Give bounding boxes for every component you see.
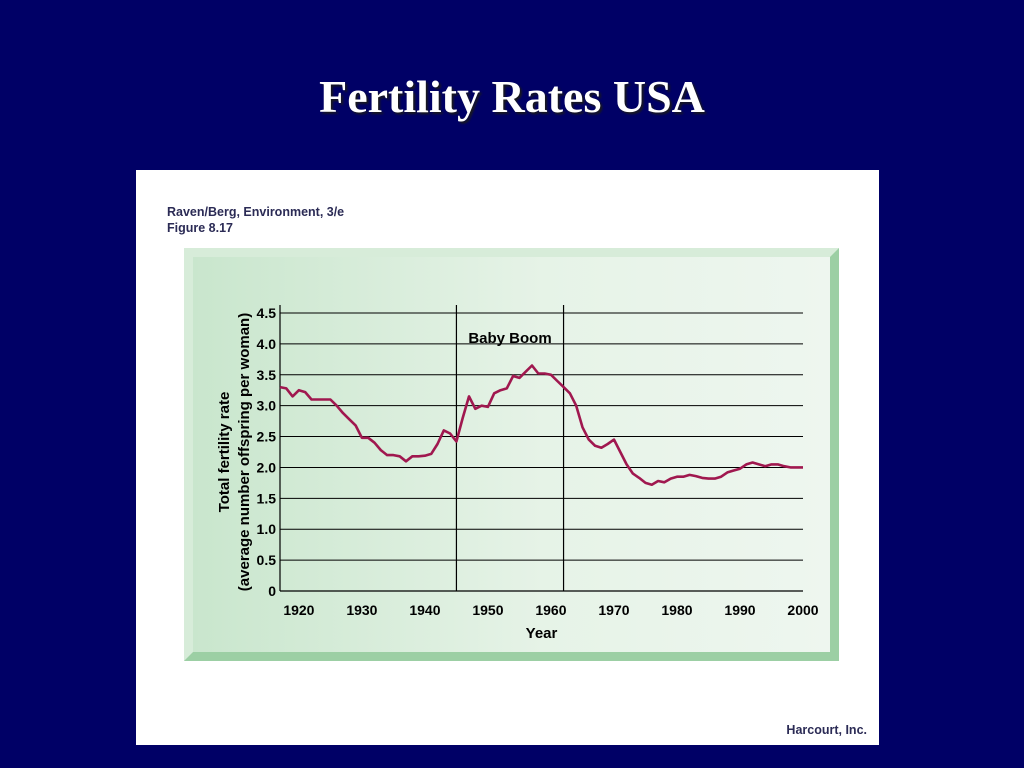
y-tick-label: 1.0	[257, 521, 277, 537]
y-tick-label: 1.5	[257, 490, 277, 506]
y-tick-label: 2.5	[257, 429, 277, 445]
baby-boom-label: Baby Boom	[468, 330, 551, 347]
x-tick-label: 1980	[661, 602, 692, 618]
fertility-rate-chart: 0 0.5 1.0 1.5 2.0 2.5 3.0 3.5 4.0 4.5 1920 1930 1940…	[216, 305, 819, 642]
y-axis-subtitle: (average number offspring per woman)	[236, 313, 253, 591]
baby-boom-markers	[455, 305, 565, 591]
x-tick-label: 2000	[787, 602, 818, 618]
y-tick-label: 4.0	[257, 336, 277, 352]
x-tick-label: 1940	[409, 602, 440, 618]
axis-layer	[279, 305, 803, 592]
y-tick-label: 2.0	[257, 459, 277, 475]
figure-number: Figure 8.17	[167, 221, 233, 235]
y-tick-label: 4.5	[257, 305, 277, 321]
x-tick-label: 1920	[283, 602, 314, 618]
slide-title: Fertility Rates USA	[319, 71, 705, 122]
x-tick-label: 1970	[598, 602, 629, 618]
figure-card: Raven/Berg, Environment, 3/e Figure 8.17…	[136, 170, 879, 745]
y-tick-label: 0.5	[257, 552, 277, 568]
x-tick-label: 1990	[724, 602, 755, 618]
x-axis-title: Year	[526, 625, 558, 642]
y-tick-label: 0	[268, 583, 276, 599]
y-tick-label: 3.0	[257, 398, 277, 414]
fertility-rate-line	[279, 364, 803, 486]
x-tick-label: 1960	[535, 602, 566, 618]
y-axis-title: Total fertility rate	[216, 392, 233, 513]
x-tick-label: 1930	[346, 602, 377, 618]
grid-layer	[280, 312, 803, 561]
series-layer	[279, 364, 803, 486]
y-tick-label: 3.5	[257, 367, 277, 383]
chart-panel: 0 0.5 1.0 1.5 2.0 2.5 3.0 3.5 4.0 4.5 1920 1930 1940…	[184, 248, 839, 661]
source-citation: Raven/Berg, Environment, 3/e	[167, 205, 345, 219]
publisher-credit: Harcourt, Inc.	[786, 723, 867, 737]
x-tick-label: 1950	[472, 602, 503, 618]
tick-labels: 0 0.5 1.0 1.5 2.0 2.5 3.0 3.5 4.0 4.5 1920 1930 1940…	[257, 305, 819, 618]
